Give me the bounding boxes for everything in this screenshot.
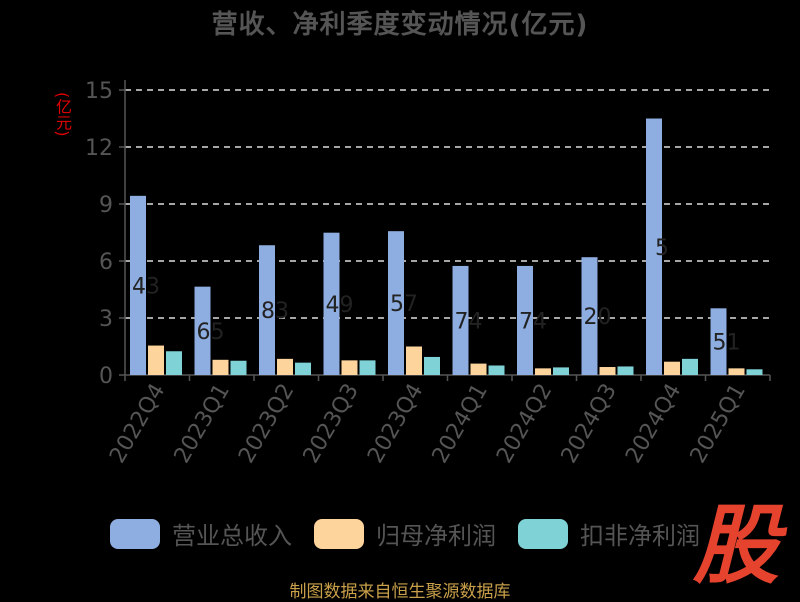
y-tick-label: 0 bbox=[99, 364, 113, 389]
bar-deducted-profit bbox=[746, 369, 763, 375]
bar-net-profit bbox=[664, 361, 680, 375]
data-label: 57 bbox=[390, 292, 418, 317]
data-label: 83 bbox=[261, 299, 289, 324]
bar-net-profit bbox=[277, 358, 293, 375]
y-tick-label: 12 bbox=[85, 136, 113, 161]
data-label: 49 bbox=[326, 293, 354, 318]
bar-deducted-profit bbox=[682, 358, 698, 375]
legend-label-net-profit: 归母净利润 bbox=[376, 522, 496, 550]
legend-label-deducted-profit: 扣非净利润 bbox=[580, 522, 700, 550]
legend-swatch-revenue bbox=[110, 518, 160, 549]
bar-deducted-profit bbox=[295, 362, 311, 375]
x-tick-label: 2024Q1 bbox=[428, 380, 493, 468]
x-tick-label: 2023Q3 bbox=[299, 380, 364, 468]
bar-net-profit bbox=[535, 368, 551, 375]
bar-net-profit bbox=[728, 368, 745, 375]
bar-revenue bbox=[710, 308, 727, 375]
logo: 股 bbox=[693, 496, 779, 596]
data-source-note: 制图数据来自恒生聚源数据库 bbox=[289, 582, 511, 602]
legend-swatch-deducted-profit bbox=[518, 518, 568, 549]
bar-net-profit bbox=[212, 359, 229, 375]
y-tick-label: 3 bbox=[99, 307, 113, 332]
bar-revenue bbox=[194, 286, 211, 375]
bar-revenue bbox=[581, 257, 598, 375]
x-tick-label: 2023Q1 bbox=[170, 380, 235, 468]
data-label: 65 bbox=[197, 320, 225, 345]
x-tick-label: 2025Q1 bbox=[686, 380, 751, 468]
bar-deducted-profit bbox=[230, 360, 247, 375]
legend-swatch-net-profit bbox=[314, 518, 364, 549]
data-label: 43 bbox=[132, 274, 160, 299]
data-label: 5 bbox=[655, 236, 669, 261]
data-label: 20 bbox=[584, 305, 612, 330]
bar-revenue bbox=[388, 231, 404, 375]
bar-net-profit bbox=[470, 363, 487, 375]
x-tick-label: 2024Q3 bbox=[557, 380, 622, 468]
y-tick-label: 6 bbox=[99, 250, 113, 275]
bar-deducted-profit bbox=[488, 365, 505, 375]
data-label: 74 bbox=[455, 309, 483, 334]
legend-item-deducted-profit[interactable]: 扣非净利润 bbox=[518, 516, 700, 551]
x-tick-label: 2024Q4 bbox=[621, 380, 686, 468]
bar-deducted-profit bbox=[553, 367, 569, 375]
legend-label-revenue: 营业总收入 bbox=[172, 522, 292, 550]
x-tick-label: 2024Q2 bbox=[492, 380, 557, 468]
bar-revenue bbox=[452, 265, 469, 375]
bar-revenue bbox=[646, 118, 662, 375]
legend: 营业总收入 归母净利润 扣非净利润 bbox=[110, 516, 700, 551]
y-tick-label: 9 bbox=[99, 193, 113, 218]
bar-deducted-profit bbox=[424, 356, 440, 375]
bar-net-profit bbox=[599, 367, 616, 375]
bar-net-profit bbox=[148, 345, 164, 375]
bar-revenue bbox=[517, 265, 533, 375]
bar-revenue bbox=[259, 245, 275, 375]
chart-title: 营收、净利季度变动情况(亿元) bbox=[211, 10, 589, 40]
bar-net-profit bbox=[341, 360, 358, 375]
data-label: 51 bbox=[713, 331, 741, 356]
bar-deducted-profit bbox=[617, 366, 634, 375]
y-tick-label: 15 bbox=[85, 79, 113, 104]
bar-deducted-profit bbox=[359, 360, 376, 375]
bar-revenue bbox=[323, 232, 340, 375]
legend-item-revenue[interactable]: 营业总收入 bbox=[110, 516, 292, 551]
data-label: 74 bbox=[519, 309, 547, 334]
x-tick-label: 2023Q4 bbox=[363, 380, 428, 468]
legend-item-net-profit[interactable]: 归母净利润 bbox=[314, 516, 496, 551]
bar-deducted-profit bbox=[166, 351, 182, 375]
x-tick-label: 2022Q4 bbox=[105, 380, 170, 468]
x-tick-label: 2023Q2 bbox=[234, 380, 299, 468]
y-axis-unit-label: (亿元) bbox=[53, 92, 72, 137]
bar-revenue bbox=[130, 195, 146, 375]
bar-net-profit bbox=[406, 346, 422, 375]
